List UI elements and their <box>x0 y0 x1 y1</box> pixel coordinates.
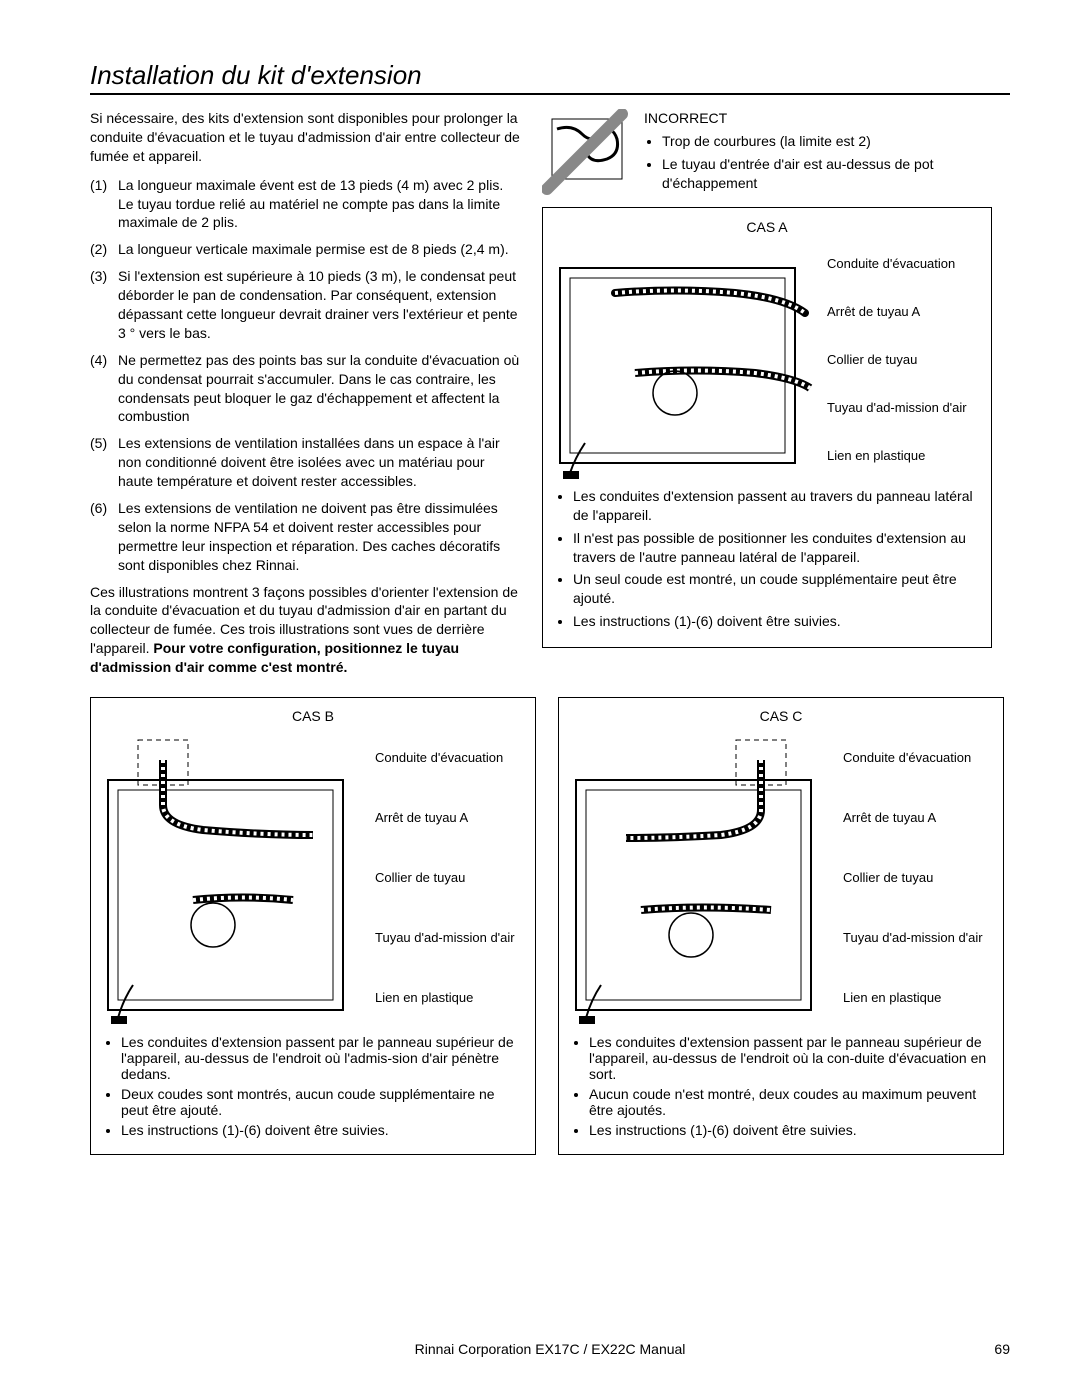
bullet-item: Les instructions (1)-(6) doivent être su… <box>573 612 979 631</box>
bullet-item: Aucun coude n'est montré, deux coudes au… <box>589 1086 991 1118</box>
right-column: INCORRECT Trop de courbures (la limite e… <box>542 109 992 677</box>
footer-center: Rinnai Corporation EX17C / EX22C Manual <box>415 1341 686 1357</box>
list-item: (2)La longueur verticale maximale permis… <box>90 240 520 259</box>
numbered-list: (1)La longueur maximale évent est de 13 … <box>90 176 520 575</box>
case-c-labels: Conduite d'évacuation Arrêt de tuyau A C… <box>843 730 991 1030</box>
intro-paragraph: Si nécessaire, des kits d'extension sont… <box>90 109 520 166</box>
case-c-bullets: Les conduites d'extension passent par le… <box>571 1034 991 1138</box>
case-a-box: CAS A <box>542 207 992 648</box>
label-item: Conduite d'évacuation <box>843 750 991 765</box>
label-item: Conduite d'évacuation <box>827 255 979 273</box>
label-item: Arrêt de tuyau A <box>827 303 979 321</box>
case-c-box: CAS C <box>558 697 1004 1155</box>
bullet-item: Le tuyau d'entrée d'air est au-dessus de… <box>662 155 992 193</box>
case-a-title: CAS A <box>555 218 979 237</box>
bullet-item: Les conduites d'extension passent au tra… <box>573 487 979 525</box>
label-item: Conduite d'évacuation <box>375 750 523 765</box>
list-item: (1)La longueur maximale évent est de 13 … <box>90 176 520 233</box>
incorrect-bullets: Trop de courbures (la limite est 2) Le t… <box>644 132 992 193</box>
list-item: (3)Si l'extension est supérieure à 10 pi… <box>90 267 520 343</box>
footer-page-number: 69 <box>994 1341 1010 1357</box>
page-footer: Rinnai Corporation EX17C / EX22C Manual … <box>90 1341 1010 1357</box>
bullet-item: Il n'est pas possible de positionner les… <box>573 529 979 567</box>
label-item: Collier de tuyau <box>827 351 979 369</box>
orientation-paragraph: Ces illustrations montrent 3 façons poss… <box>90 583 520 677</box>
bullet-item: Trop de courbures (la limite est 2) <box>662 132 992 151</box>
case-a-labels: Conduite d'évacuation Arrêt de tuyau A C… <box>827 243 979 483</box>
case-c-diagram <box>571 730 831 1030</box>
label-item: Tuyau d'ad-mission d'air <box>375 930 523 945</box>
label-item: Arrêt de tuyau A <box>375 810 523 825</box>
label-item: Lien en plastique <box>827 447 979 465</box>
incorrect-block: INCORRECT Trop de courbures (la limite e… <box>542 109 992 199</box>
label-item: Tuyau d'ad-mission d'air <box>827 399 979 417</box>
incorrect-title: INCORRECT <box>644 109 992 128</box>
label-item: Arrêt de tuyau A <box>843 810 991 825</box>
label-item: Lien en plastique <box>843 990 991 1005</box>
bullet-item: Les instructions (1)-(6) doivent être su… <box>589 1122 991 1138</box>
bullet-item: Deux coudes sont montrés, aucun coude su… <box>121 1086 523 1118</box>
case-a-diagram <box>555 243 815 483</box>
case-a-bullets: Les conduites d'extension passent au tra… <box>555 487 979 631</box>
label-item: Tuyau d'ad-mission d'air <box>843 930 991 945</box>
case-b-bullets: Les conduites d'extension passent par le… <box>103 1034 523 1138</box>
list-item: (6)Les extensions de ventilation ne doiv… <box>90 499 520 575</box>
case-c-title: CAS C <box>571 708 991 724</box>
label-item: Collier de tuyau <box>375 870 523 885</box>
list-item: (4)Ne permettez pas des points bas sur l… <box>90 351 520 427</box>
bullet-item: Un seul coude est montré, un coude suppl… <box>573 570 979 608</box>
list-item: (5)Les extensions de ventilation install… <box>90 434 520 491</box>
case-b-diagram <box>103 730 363 1030</box>
label-item: Lien en plastique <box>375 990 523 1005</box>
case-b-box: CAS B <box>90 697 536 1155</box>
left-column: Si nécessaire, des kits d'extension sont… <box>90 109 520 677</box>
bullet-item: Les instructions (1)-(6) doivent être su… <box>121 1122 523 1138</box>
case-b-labels: Conduite d'évacuation Arrêt de tuyau A C… <box>375 730 523 1030</box>
section-heading: Installation du kit d'extension <box>90 60 1010 95</box>
label-item: Collier de tuyau <box>843 870 991 885</box>
incorrect-icon <box>542 109 632 199</box>
bullet-item: Les conduites d'extension passent par le… <box>589 1034 991 1082</box>
case-b-title: CAS B <box>103 708 523 724</box>
bullet-item: Les conduites d'extension passent par le… <box>121 1034 523 1082</box>
